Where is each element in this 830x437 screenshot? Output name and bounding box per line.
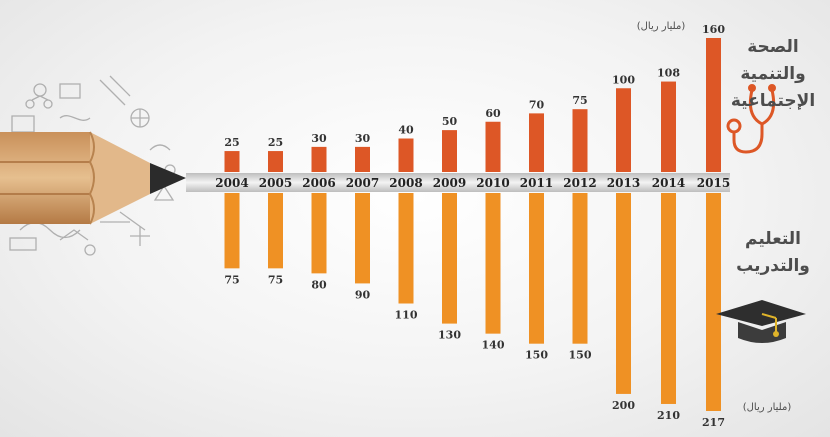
education-value-2011: 150 <box>525 349 548 362</box>
health-bar-2006 <box>311 146 327 172</box>
education-bar-2011 <box>529 193 544 344</box>
unit-label-top: (مليار ريال) <box>636 21 686 32</box>
education-value-2008: 110 <box>395 309 418 322</box>
health-bar-2014 <box>661 81 676 172</box>
stethoscope-icon <box>726 84 776 154</box>
health-bar-2007 <box>355 146 370 172</box>
graduation-cap-icon <box>716 300 806 343</box>
education-value-2015: 217 <box>702 416 725 429</box>
health-value-2014: 108 <box>657 67 680 80</box>
education-bar-2007 <box>355 193 370 284</box>
education-value-2004: 75 <box>224 273 239 286</box>
health-value-2010: 60 <box>485 107 501 120</box>
education-bar-2004 <box>224 193 240 269</box>
year-label-2012: 2012 <box>563 176 596 190</box>
health-bar-2013 <box>616 88 631 172</box>
health-bar-2005 <box>268 151 283 172</box>
education-bar-2009 <box>442 193 457 324</box>
year-label-2005: 2005 <box>259 176 292 190</box>
health-series-title: الصحة والتنمية الإجتماعية <box>730 37 816 111</box>
health-bars: 25 25 30 30 40 50 60 70 75 100 108 160 <box>224 23 725 172</box>
education-bar-2010 <box>485 193 501 334</box>
year-label-2008: 2008 <box>389 176 422 190</box>
education-bar-2008 <box>398 193 414 304</box>
year-label-2011: 2011 <box>520 176 553 190</box>
health-bar-2004 <box>224 151 240 172</box>
unit-label-bottom: (مليار ريال) <box>742 402 792 413</box>
health-bar-2010 <box>485 121 501 172</box>
year-label-2006: 2006 <box>302 176 335 190</box>
health-bar-2011 <box>529 113 544 172</box>
health-bar-2008 <box>398 138 414 172</box>
education-value-2013: 200 <box>612 399 635 412</box>
health-value-2008: 40 <box>398 124 414 137</box>
education-bar-2013 <box>616 193 631 394</box>
year-label-2014: 2014 <box>652 176 685 190</box>
health-bar-2015 <box>706 38 721 172</box>
year-label-2010: 2010 <box>476 176 509 190</box>
health-value-2005: 25 <box>268 136 283 149</box>
axis-band <box>186 173 730 192</box>
education-value-2012: 150 <box>569 349 592 362</box>
pencil-icon <box>0 131 186 225</box>
education-value-2009: 130 <box>438 329 461 342</box>
doodle-icons <box>9 75 176 256</box>
education-value-2010: 140 <box>482 339 505 352</box>
health-value-2011: 70 <box>529 98 545 111</box>
education-bar-2005 <box>268 193 283 269</box>
year-label-2013: 2013 <box>607 176 640 190</box>
education-series-title: التعليم والتدريب <box>736 229 810 276</box>
education-bars: 75 75 80 90 110 130 140 150 150 200 210 217 <box>224 193 725 429</box>
education-value-2005: 75 <box>268 273 283 286</box>
health-bar-2012 <box>572 109 588 172</box>
education-bar-2015 <box>706 193 721 411</box>
education-bar-2014 <box>661 193 676 404</box>
education-value-2007: 90 <box>355 288 371 301</box>
year-label-2004: 2004 <box>215 176 248 190</box>
year-labels: 2004 2005 2006 2007 2008 2009 2010 2011 2012 2013… <box>215 176 730 190</box>
year-label-2007: 2007 <box>346 176 379 190</box>
health-bar-2009 <box>442 130 457 172</box>
health-value-2009: 50 <box>442 115 458 128</box>
education-value-2014: 210 <box>657 409 680 422</box>
health-value-2015: 160 <box>702 23 725 36</box>
education-value-2006: 80 <box>311 278 327 291</box>
health-value-2013: 100 <box>612 73 635 86</box>
education-bar-2006 <box>311 193 327 274</box>
health-value-2006: 30 <box>311 132 327 145</box>
education-bar-2012 <box>572 193 588 344</box>
year-label-2015: 2015 <box>697 176 730 190</box>
year-label-2009: 2009 <box>433 176 466 190</box>
health-value-2012: 75 <box>572 94 587 107</box>
health-value-2007: 30 <box>355 132 371 145</box>
health-value-2004: 25 <box>224 136 239 149</box>
